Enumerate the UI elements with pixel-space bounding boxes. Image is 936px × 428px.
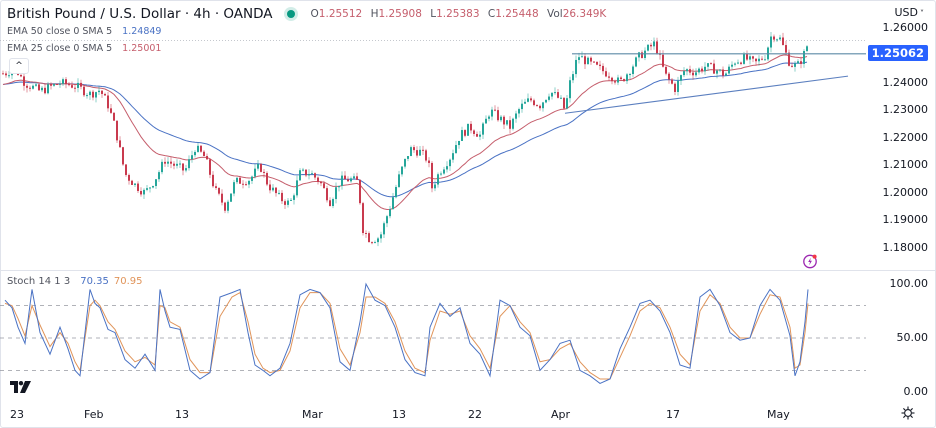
indicator-value: 1.24849	[122, 26, 162, 37]
price-tick: 1.19000	[882, 213, 929, 226]
price-chart-canvas[interactable]	[0, 0, 936, 270]
time-tick: 13	[175, 408, 189, 421]
time-tick: 17	[666, 408, 680, 421]
price-tick: 1.18000	[882, 241, 929, 254]
price-tick: 1.26000	[882, 21, 929, 34]
price-tick: 1.22000	[882, 131, 929, 144]
collapse-legend-button[interactable]: ^	[9, 58, 29, 74]
stoch-d-value: 70.95	[113, 276, 143, 287]
gear-icon[interactable]	[901, 406, 915, 420]
stoch-tick: 50.00	[896, 331, 929, 344]
price-tick: 1.21000	[882, 158, 929, 171]
indicator-value: 1.25001	[122, 43, 162, 54]
close-value: 1.25448	[495, 8, 539, 20]
stoch-k-value: 70.35	[80, 276, 109, 287]
volume-value: 26.349K	[562, 8, 607, 20]
high-value: 1.25908	[378, 8, 422, 20]
time-tick: 23	[10, 408, 24, 421]
time-tick: Feb	[84, 408, 104, 421]
indicator-legend-ema50[interactable]: EMA 50 close 0 SMA 5 1.24849	[7, 26, 161, 37]
price-tick: 1.23000	[882, 103, 929, 116]
symbol-title[interactable]: British Pound / U.S. Dollar · 4h · OANDA	[7, 6, 273, 22]
stoch-legend[interactable]: Stoch 14 1 3 70.35 70.95	[7, 276, 143, 287]
current-price-label: 1.25062	[867, 45, 928, 61]
indicator-label: EMA 50 close 0 SMA 5	[7, 26, 113, 37]
chevron-down-icon: ˅	[920, 9, 924, 18]
lightning-alert-icon[interactable]	[802, 253, 818, 269]
market-status-dot	[286, 10, 295, 18]
indicator-label: EMA 25 close 0 SMA 5	[7, 43, 113, 54]
time-tick: May	[767, 408, 790, 421]
stoch-label: Stoch 14 1 3	[7, 276, 71, 287]
time-tick: 22	[468, 408, 482, 421]
price-tick: 1.24000	[882, 76, 929, 89]
ohlc-values: O1.25512 H1.25908 L1.25383 C1.25448 Vol2…	[310, 8, 607, 20]
price-tick: 1.20000	[882, 186, 929, 199]
indicator-legend-ema25[interactable]: EMA 25 close 0 SMA 5 1.25001	[7, 43, 161, 54]
chevron-up-icon: ^	[15, 61, 23, 71]
stoch-tick: 0.00	[903, 385, 929, 398]
stoch-tick: 100.00	[889, 277, 929, 290]
time-tick: 13	[392, 408, 406, 421]
low-value: 1.25383	[436, 8, 480, 20]
open-value: 1.25512	[318, 8, 363, 20]
pane-divider[interactable]	[0, 270, 936, 271]
time-tick: Apr	[551, 408, 571, 421]
currency-selector[interactable]: USD ˅	[894, 6, 924, 19]
symbol-legend: British Pound / U.S. Dollar · 4h · OANDA…	[7, 6, 611, 22]
time-tick: Mar	[302, 408, 323, 421]
tradingview-logo-icon[interactable]	[10, 381, 32, 393]
